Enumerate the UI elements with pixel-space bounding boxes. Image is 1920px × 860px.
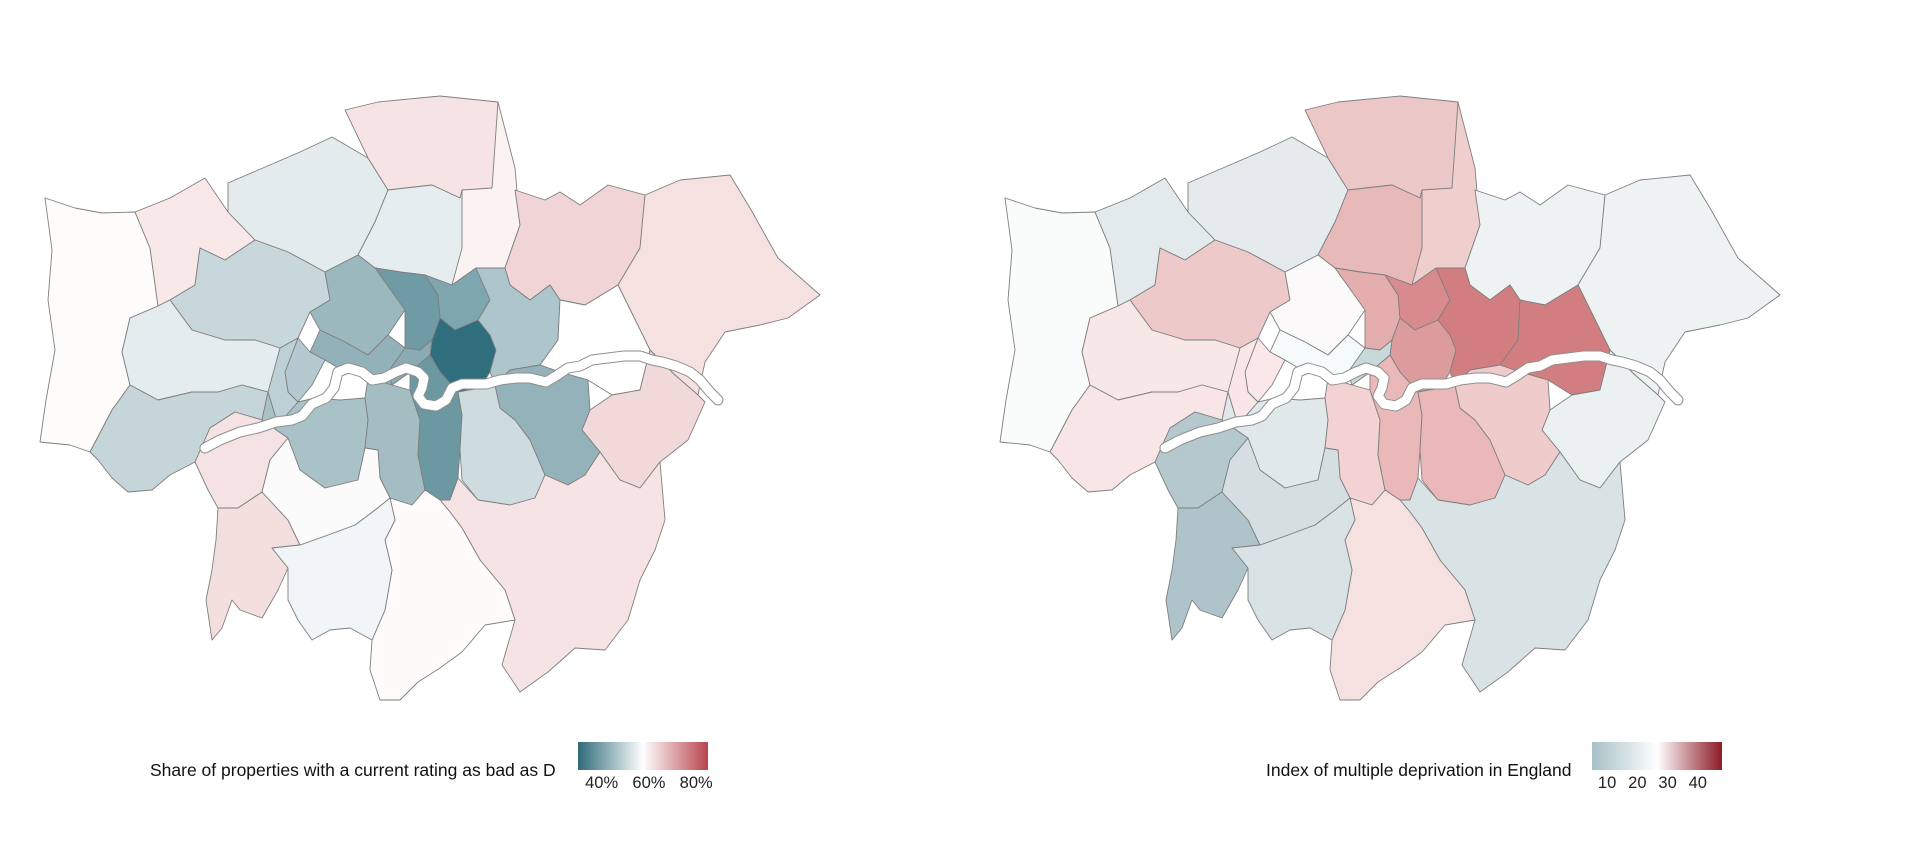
legend-tick-label: 10 (1597, 774, 1617, 792)
epc-rating-map: Share of properties with a current ratin… (0, 95, 960, 798)
legend-tick-label: 20 (1628, 774, 1647, 792)
thames-river (200, 351, 723, 453)
map-legend: Share of properties with a current ratin… (0, 738, 960, 798)
legend-color-bar (1592, 742, 1722, 770)
borough-choropleth (999, 95, 1781, 701)
legend-color-bar (578, 742, 708, 770)
borough-merton (261, 437, 391, 546)
legend-tick-label: 30 (1658, 774, 1677, 792)
legend-title: Index of multiple deprivation in England (1266, 760, 1572, 780)
borough-merton (1221, 437, 1351, 546)
borough-choropleth (39, 95, 821, 701)
legend-tick-label: 40 (1688, 774, 1707, 792)
legend-tick-label: 40% (585, 774, 619, 792)
legend-tick-label: 60% (632, 774, 666, 792)
thames-river (1160, 351, 1683, 453)
legend-title: Share of properties with a current ratin… (150, 760, 556, 780)
map-legend: Index of multiple deprivation in England… (960, 738, 1920, 798)
legend-tick-label: 80% (679, 774, 713, 792)
deprivation-index-map: Index of multiple deprivation in England… (960, 0, 1920, 860)
